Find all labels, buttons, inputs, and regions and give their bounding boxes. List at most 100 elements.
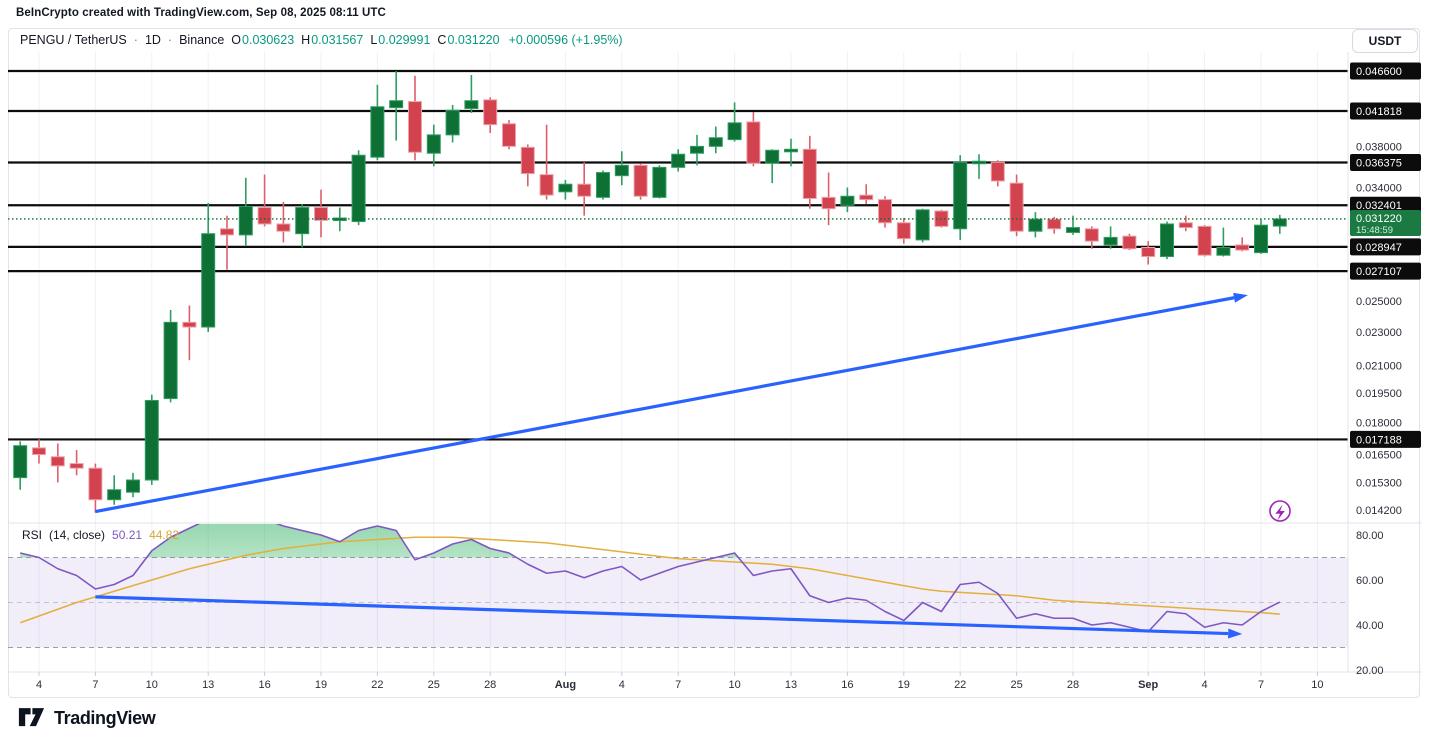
badge-text: 0.032401 [1356,200,1402,212]
candle-body [708,137,723,147]
legend-separator: · [167,33,173,47]
candle [483,97,498,133]
candle-body [520,146,535,175]
candle-body [32,447,46,456]
rsi-value: 50.21 [112,528,143,542]
candle-body [1047,218,1062,230]
candle-body [1160,223,1174,258]
price-level-badge: 0.046600 [1350,62,1421,80]
candle [539,124,554,200]
candle-body [295,207,310,235]
candle-body [1103,236,1118,246]
candle [201,202,216,332]
candle [107,475,122,505]
candle-body [314,207,328,221]
lightning-icon[interactable] [1269,500,1291,522]
tradingview-logo[interactable]: TradingView [18,706,156,730]
badge-text: 0.028947 [1356,242,1402,254]
badge-text: 0.041818 [1356,106,1402,118]
candle [126,472,140,498]
exchange-label: Binance [179,33,225,47]
candle [953,155,968,240]
rsi-axis-label: 40.00 [1356,620,1384,632]
rsi-ma-line [19,536,1280,624]
candle [708,126,723,154]
badge-background [1350,102,1421,120]
candle [1141,241,1156,265]
candle [445,105,460,143]
price-trend-arrow[interactable] [95,292,1248,514]
symbol-legend[interactable]: PENGU / TetherUS · 1D · Binance O 0.03062… [20,33,623,47]
time-axis-label: 4 [619,679,625,691]
candle-body [1197,225,1212,256]
candle [520,144,535,187]
candle [13,441,28,490]
candle [88,463,103,513]
chart-widget-border [8,28,1420,698]
badge-background [1350,196,1421,214]
price-axis-label: 0.038000 [1356,141,1402,153]
trend-arrow-head [1233,292,1248,303]
badge-text: 0.027107 [1356,266,1402,278]
candle [389,71,404,141]
ohlc-low: L 0.029991 [370,33,430,47]
time-axis-label: 10 [728,679,740,691]
candle-body [633,164,648,197]
candle [220,215,234,270]
time-axis-label: 19 [898,679,910,691]
price-axis-label: 0.016500 [1356,450,1402,462]
time-axis-label: 10 [146,679,158,691]
candle [690,134,704,166]
badge-background [1350,430,1421,448]
candle [1197,225,1212,257]
candle [502,120,516,150]
main-chart-pane[interactable] [8,55,1348,523]
legend-separator: · [133,33,138,47]
candle [784,138,798,167]
candle [577,162,592,216]
symbol-name[interactable]: PENGU / TetherUS [20,33,127,47]
interval-label[interactable]: 1D [144,33,161,47]
price-axis[interactable] [1348,55,1422,672]
candle [1254,219,1268,254]
price-level-badge: 0.032401 [1350,196,1421,214]
time-axis-label: 16 [841,679,853,691]
candle-body [614,164,629,177]
bar-countdown-text: 15:48:59 [1356,225,1393,236]
high-label: H [301,33,311,47]
time-axis[interactable] [8,672,1348,698]
candle [821,172,836,226]
lightning-bolt-glyph [1275,504,1285,521]
time-axis-label: 19 [315,679,327,691]
candle [408,75,422,161]
rsi-trend-arrow[interactable] [95,595,1243,639]
attribution-text: BeInCrypto created with TradingView.com,… [16,7,386,19]
candle-body [1216,246,1231,256]
rsi-indicator-legend[interactable]: RSI (14, close) 50.21 44.82 [22,528,179,542]
rsi-pane[interactable] [8,524,1348,672]
candle [144,394,159,485]
candle-body [596,172,610,198]
candle [896,218,911,244]
candle [69,450,84,476]
candle-body [878,199,892,224]
candle [426,124,441,167]
candle [257,174,272,227]
candle [182,305,197,361]
candle-body [690,145,704,154]
candle-body [784,148,798,153]
tradingview-logo-mark [18,708,45,727]
candle-body [182,321,197,328]
candle [351,150,366,226]
low-label: L [370,33,378,47]
candle-body [859,194,874,201]
currency-toggle-button[interactable]: USDT [1352,29,1418,53]
candle [859,184,874,205]
candle [633,163,648,200]
candle-body [69,463,84,469]
candle-body [276,223,291,232]
candle-body [1178,222,1193,229]
badge-background [1350,62,1421,80]
